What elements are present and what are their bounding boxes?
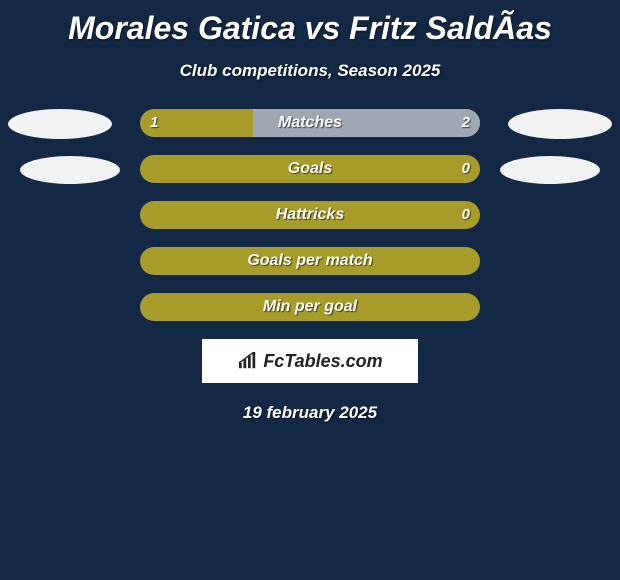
stat-label: Min per goal [140, 293, 480, 321]
stat-row: Matches1 2 [0, 109, 620, 137]
brand-chart-icon [237, 352, 259, 370]
brand-badge: FcTables.com [202, 339, 418, 383]
stat-value-right: 0 [462, 155, 470, 183]
stat-value-left: 1 [150, 109, 158, 137]
comparison-subtitle: Club competitions, Season 2025 [0, 61, 620, 81]
comparison-date: 19 february 2025 [0, 403, 620, 423]
stat-row: Min per goal [0, 293, 620, 321]
stat-label: Goals [140, 155, 480, 183]
stat-row: Hattricks0 [0, 201, 620, 229]
comparison-title: Morales Gatica vs Fritz SaldÃ­as [0, 0, 620, 47]
stat-label: Goals per match [140, 247, 480, 275]
stat-label: Hattricks [140, 201, 480, 229]
stat-label: Matches [140, 109, 480, 137]
comparison-chart: Matches12Goals0Hattricks0Goals per match… [0, 109, 620, 321]
stat-value-right: 0 [462, 201, 470, 229]
stat-value-right: 2 [462, 109, 470, 137]
stat-row: Goals per match [0, 247, 620, 275]
brand-text: FcTables.com [263, 351, 382, 372]
stat-row: Goals0 [0, 155, 620, 183]
